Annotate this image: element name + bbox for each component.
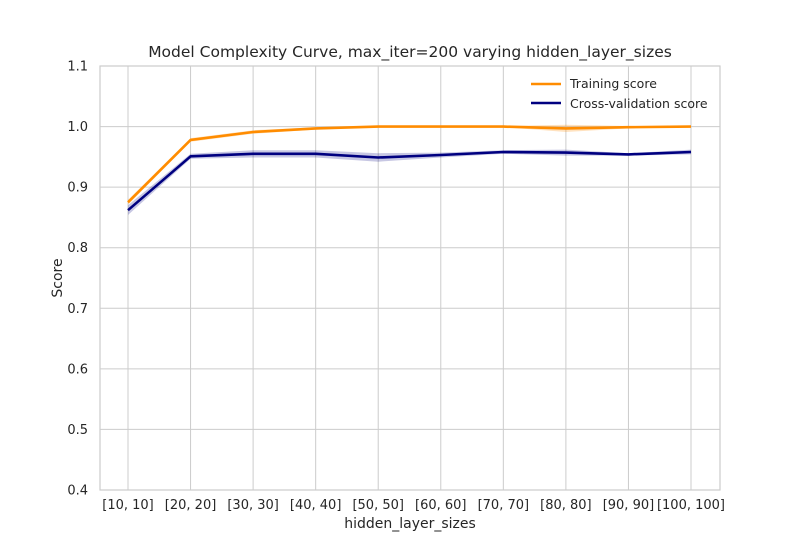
legend: Training score Cross-validation score: [531, 76, 708, 111]
x-tick-label: [80, 80]: [540, 498, 592, 513]
x-tick-label: [70, 70]: [478, 498, 530, 513]
x-tick-label: [10, 10]: [102, 498, 154, 513]
x-tick-label: [50, 50]: [352, 498, 404, 513]
x-tick-label: [60, 60]: [415, 498, 467, 513]
y-tick-label: 0.6: [67, 362, 88, 377]
y-tick-label: 0.8: [67, 241, 88, 256]
y-tick-label: 0.9: [67, 181, 88, 196]
x-tick-label: [20, 20]: [165, 498, 217, 513]
y-tick-label: 0.4: [67, 484, 88, 499]
x-tick-label: [40, 40]: [290, 498, 342, 513]
series-line-0: [127, 125, 692, 204]
x-tick-label: [30, 30]: [227, 498, 279, 513]
y-tick-label: 0.5: [67, 423, 88, 438]
y-tick-label: 1.1: [67, 60, 88, 75]
legend-label-cross-validation: Cross-validation score: [570, 96, 708, 111]
y-axis-label: Score: [50, 258, 66, 297]
x-tick-label: [100, 100]: [657, 498, 725, 513]
tick-labels: [10, 10] [20, 20] [30, 30] [40, 40] [50, 50]…: [67, 60, 725, 514]
x-tick-label: [90, 90]: [603, 498, 655, 513]
x-axis-label: hidden_layer_sizes: [344, 516, 476, 532]
series-lines: [127, 125, 692, 212]
series-line-1: [127, 150, 692, 212]
y-tick-label: 1.0: [67, 120, 88, 135]
plot-frame: [99, 65, 721, 491]
legend-label-training: Training score: [569, 76, 657, 91]
y-tick-label: 0.7: [67, 302, 88, 317]
chart-title: Model Complexity Curve, max_iter=200 var…: [148, 43, 672, 62]
